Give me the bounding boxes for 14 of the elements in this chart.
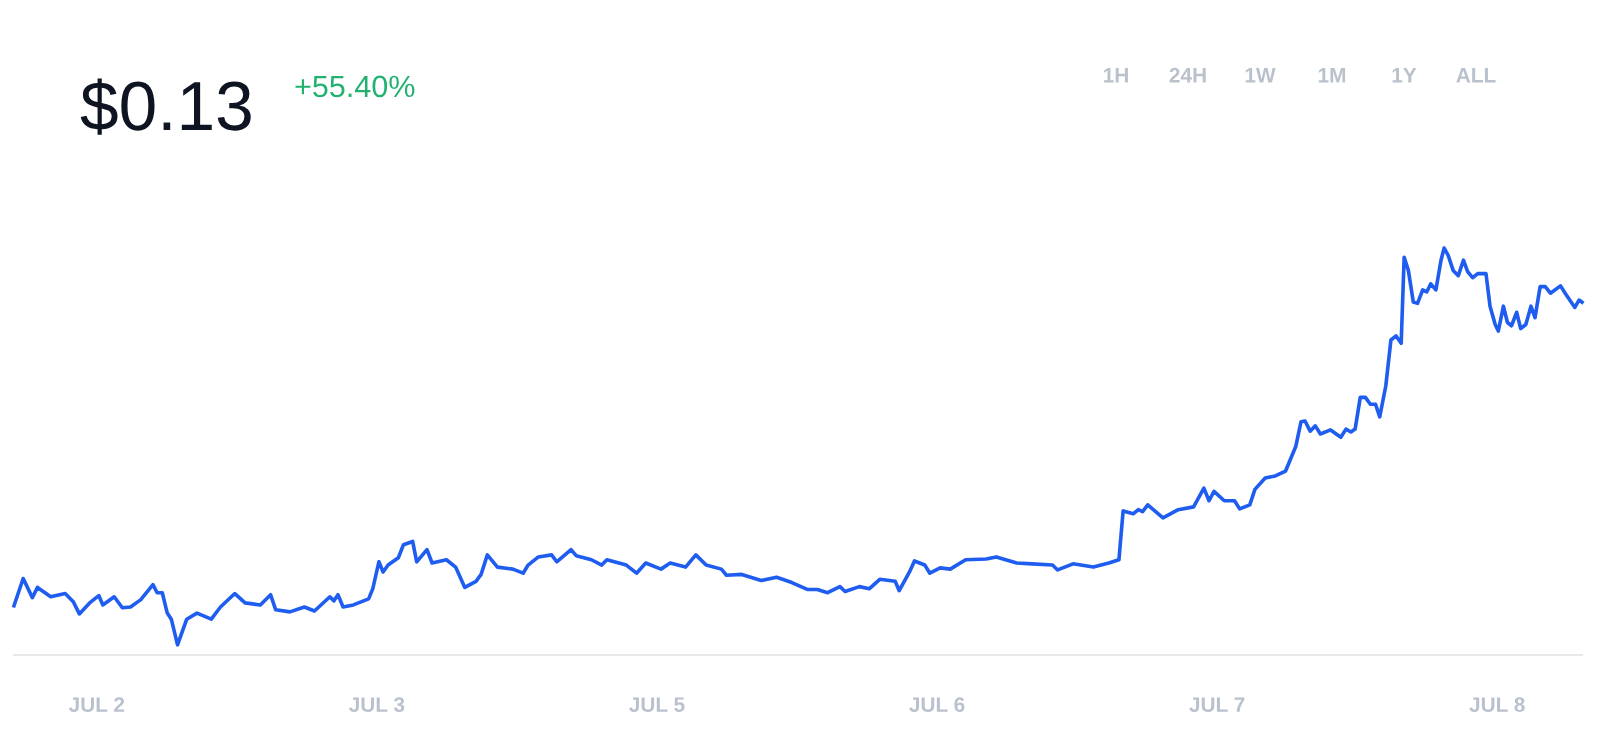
text: 1Y: [1392, 68, 1417, 83]
text: 1W: [1245, 68, 1276, 83]
x-tick-label: JUL 2: [68, 697, 125, 712]
chart-title: $0.13: [80, 78, 251, 135]
text: 1H: [1104, 68, 1128, 83]
x-tick-label: JUL 8: [1469, 697, 1525, 712]
text: 1M: [1318, 68, 1346, 83]
x-tick-label: JUL 7: [1189, 697, 1245, 712]
text: ALL: [1456, 68, 1496, 83]
text: 24H: [1169, 67, 1206, 83]
x-tick-label: JUL 5: [629, 697, 685, 712]
x-tick-label: JUL 6: [909, 697, 965, 712]
chart-subtitle: +55.40%: [295, 75, 415, 98]
x-tick-label: JUL 3: [349, 697, 405, 712]
